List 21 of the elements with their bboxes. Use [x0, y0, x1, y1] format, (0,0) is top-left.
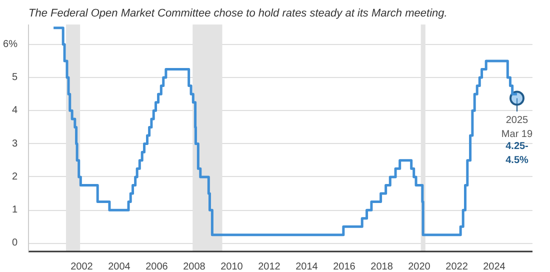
y-tick-label: 4	[12, 105, 18, 116]
x-tick-label: 2006	[146, 262, 168, 272]
x-tick-label: 2022	[446, 262, 468, 272]
y-tick-label: 2	[12, 171, 18, 182]
y-tick-label: 1	[12, 204, 18, 216]
y-tick-label: 0	[12, 238, 18, 249]
y-tick-label: 6%	[3, 38, 18, 50]
x-tick-label: 2002	[70, 262, 94, 272]
x-tick-label: 2016	[333, 262, 356, 272]
x-tick-label: 2018	[370, 262, 394, 272]
x-tick-label: 2020	[408, 262, 431, 272]
y-tick-label: 5	[12, 72, 18, 84]
x-tick-label: 2012	[258, 262, 281, 272]
annotation: 2025 Mar 19 4.25- 4.5%	[501, 115, 533, 166]
x-tick-label: 2010	[220, 262, 244, 272]
x-tick-label: 2014	[296, 262, 318, 272]
y-tick-label: 3	[12, 138, 18, 150]
x-tick-label: 2004	[108, 262, 131, 272]
chart-title: The Federal Open Market Committee chose to hold rates steady at its March meeting.	[28, 8, 448, 20]
x-tick-label: 2024	[483, 262, 506, 272]
x-tick-label: 2008	[183, 262, 206, 272]
